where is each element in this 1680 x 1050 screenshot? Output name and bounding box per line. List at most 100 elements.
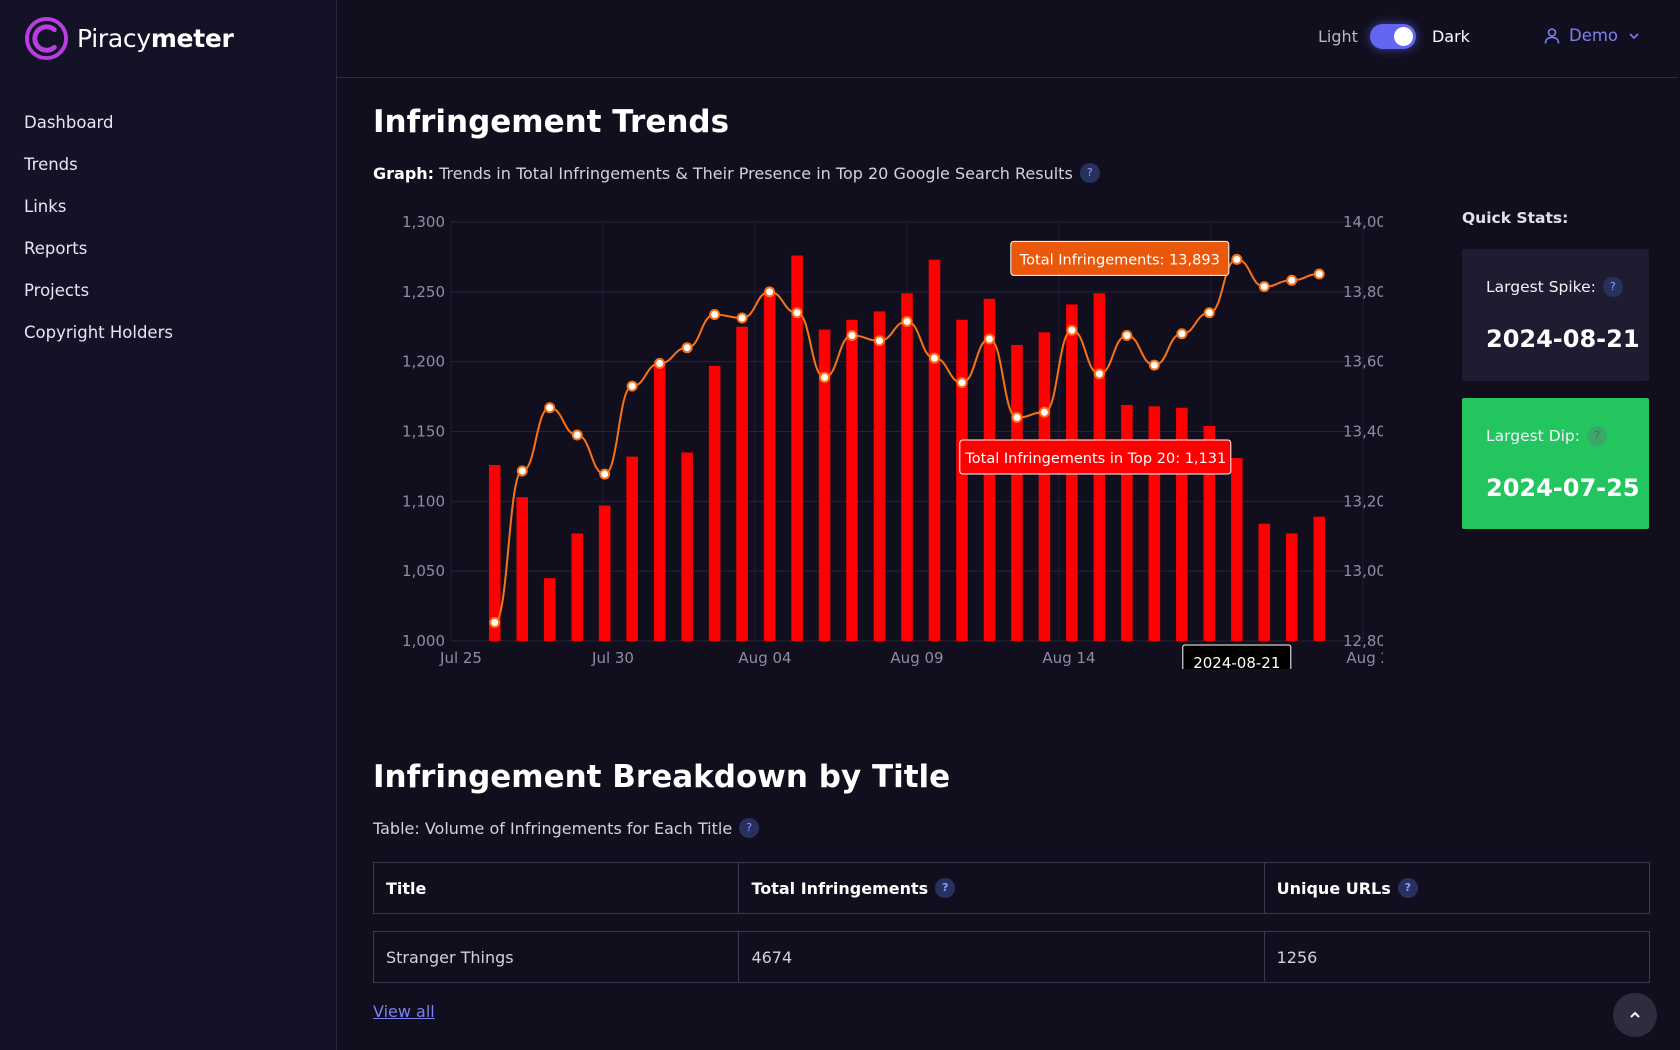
- tooltip-date-label: 2024-08-21: [1193, 654, 1280, 669]
- y-left-tick-label: 1,150: [402, 423, 445, 441]
- total-infringements-cell: 4674: [739, 932, 1265, 982]
- y-left-tick-label: 1,000: [402, 632, 445, 650]
- bar-top20-2024-07-29: [598, 505, 611, 641]
- unique-urls-cell: 1256: [1276, 947, 1318, 967]
- bar-top20-2024-08-18: [1148, 406, 1161, 641]
- point-total-2024-08-14: [1038, 406, 1050, 418]
- bar-top20-2024-07-31: [653, 364, 666, 641]
- user-name: Demo: [1569, 26, 1619, 45]
- point-total-2024-08-10: [928, 352, 940, 364]
- unique-urls-help-icon[interactable]: ?: [1397, 878, 1418, 898]
- point-total-2024-08-16: [1093, 368, 1105, 380]
- bar-top20-2024-08-11: [956, 319, 968, 641]
- x-tick-label: Jul 30: [591, 649, 634, 667]
- theme-dark-label: Dark: [1431, 27, 1470, 46]
- bar-top20-2024-08-04: [763, 291, 776, 641]
- bar-top20-2024-08-19: [1176, 407, 1188, 641]
- breakdown-help-icon[interactable]: ?: [739, 818, 760, 838]
- breakdown-description-text: Table: Volume of Infringements for Each …: [373, 818, 733, 838]
- breakdown-title: Infringement Breakdown by Title: [373, 759, 951, 795]
- bar-top20-2024-08-09: [901, 293, 913, 641]
- point-total-2024-08-05: [791, 307, 803, 319]
- x-tick-label: Jul 25: [439, 649, 482, 667]
- bar-top20-2024-08-13: [1011, 344, 1023, 641]
- quick-stats-title: Quick Stats:: [1462, 209, 1569, 227]
- trends-chart: 1,000 1,050 1,100 1,150 1,200 1,250 1,300 12,80…: [373, 199, 1383, 669]
- largest-dip-label-row: Largest Dip: ?: [1486, 426, 1607, 446]
- column-header-total-infringements[interactable]: Total Infringements?: [739, 863, 1265, 913]
- theme-toggle: Light Dark: [1318, 24, 1470, 49]
- sidebar-item-trends[interactable]: Trends: [24, 155, 78, 174]
- point-total-2024-08-24: [1313, 268, 1325, 280]
- bar-top20-2024-07-27: [543, 578, 556, 641]
- point-total-2024-08-01: [681, 342, 693, 354]
- scroll-to-top-button[interactable]: [1613, 993, 1657, 1037]
- y-left-tick-label: 1,200: [402, 353, 445, 371]
- tooltip-total-label: Total Infringements: 13,893: [1019, 252, 1220, 268]
- largest-dip-label: Largest Dip:: [1486, 427, 1580, 445]
- tooltip-top20-box: [959, 439, 1232, 475]
- point-total-2024-08-02: [709, 309, 721, 321]
- theme-switch[interactable]: [1369, 24, 1416, 49]
- sidebar-item-reports[interactable]: Reports: [24, 239, 88, 258]
- breakdown-table-header: Title Total Infringements? Unique URLs?: [373, 862, 1650, 914]
- tooltip-date-box: [1182, 644, 1292, 669]
- point-total-2024-08-22: [1258, 281, 1270, 293]
- bar-top20-2024-08-06: [818, 329, 831, 641]
- bar-top20-2024-07-30: [626, 456, 638, 641]
- breakdown-table-body: Stranger Things 4674 1256: [373, 931, 1650, 983]
- spike-help-icon[interactable]: ?: [1602, 277, 1623, 297]
- bar-top20-2024-08-05: [791, 255, 803, 641]
- column-header-title[interactable]: Title: [374, 863, 740, 913]
- theme-light-label: Light: [1318, 27, 1358, 46]
- point-total-2024-08-03: [736, 312, 748, 324]
- bar-top20-2024-08-07: [846, 319, 858, 641]
- tooltip-total-box: [1010, 240, 1230, 276]
- largest-spike-card: Largest Spike: ? 2024-08-21: [1462, 249, 1649, 381]
- view-all-link[interactable]: View all: [373, 1002, 435, 1021]
- point-total-2024-08-20: [1203, 307, 1215, 319]
- dip-help-icon[interactable]: ?: [1587, 426, 1607, 446]
- user-menu[interactable]: Demo: [1543, 26, 1640, 45]
- largest-spike-value: 2024-08-21: [1486, 325, 1640, 353]
- bar-top20-2024-08-17: [1121, 404, 1133, 641]
- theme-switch-knob: [1393, 27, 1413, 46]
- point-total-2024-08-12: [983, 333, 995, 345]
- bar-top20-2024-08-01: [681, 452, 693, 641]
- sidebar-item-links[interactable]: Links: [24, 197, 67, 216]
- x-tick-label: Aug 14: [1042, 649, 1095, 667]
- bar-top20-2024-08-08: [873, 311, 886, 641]
- y-left-tick-label: 1,100: [402, 492, 445, 510]
- main-content: Infringement Trends Graph: Trends in Tot…: [337, 79, 1678, 1050]
- point-total-2024-07-28: [571, 429, 583, 441]
- graph-help-icon[interactable]: ?: [1079, 163, 1100, 183]
- bar-top20-2024-08-10: [928, 259, 941, 641]
- point-total-2024-08-17: [1121, 329, 1133, 341]
- bar-top20-2024-08-14: [1038, 332, 1051, 641]
- largest-spike-label-row: Largest Spike: ?: [1486, 277, 1623, 297]
- brand-name: Piracymeter: [77, 24, 234, 53]
- chevron-up-icon: [1630, 1011, 1640, 1018]
- bar-top20-2024-08-21: [1231, 458, 1243, 641]
- largest-dip-value: 2024-07-25: [1486, 474, 1640, 502]
- bar-top20-2024-08-24: [1313, 516, 1326, 641]
- point-total-2024-08-06: [819, 371, 831, 383]
- bar-top20-2024-07-26: [516, 497, 528, 641]
- y-left-tick-label: 1,250: [402, 283, 445, 301]
- column-header-unique-urls[interactable]: Unique URLs?: [1265, 863, 1649, 913]
- largest-spike-label: Largest Spike:: [1486, 278, 1596, 296]
- total-infringements-help-icon[interactable]: ?: [935, 878, 956, 898]
- point-total-2024-08-19: [1176, 328, 1188, 340]
- table-row[interactable]: Stranger Things 4674 1256: [374, 932, 1649, 982]
- sidebar-item-dashboard[interactable]: Dashboard: [24, 113, 114, 132]
- bar-top20-2024-08-23: [1286, 533, 1298, 641]
- sidebar-item-projects[interactable]: Projects: [24, 281, 90, 300]
- sidebar-nav: Dashboard Trends Links Reports Projects …: [24, 110, 173, 362]
- chevron-down-icon: [1629, 32, 1639, 39]
- y-left-tick-label: 1,300: [402, 213, 445, 231]
- sidebar-item-copyright-holders[interactable]: Copyright Holders: [24, 323, 173, 342]
- logo[interactable]: Piracymeter: [24, 16, 234, 61]
- bar-top20-2024-08-22: [1258, 523, 1271, 641]
- piracymeter-logo-icon: [24, 16, 69, 61]
- point-total-2024-07-25: [489, 616, 501, 628]
